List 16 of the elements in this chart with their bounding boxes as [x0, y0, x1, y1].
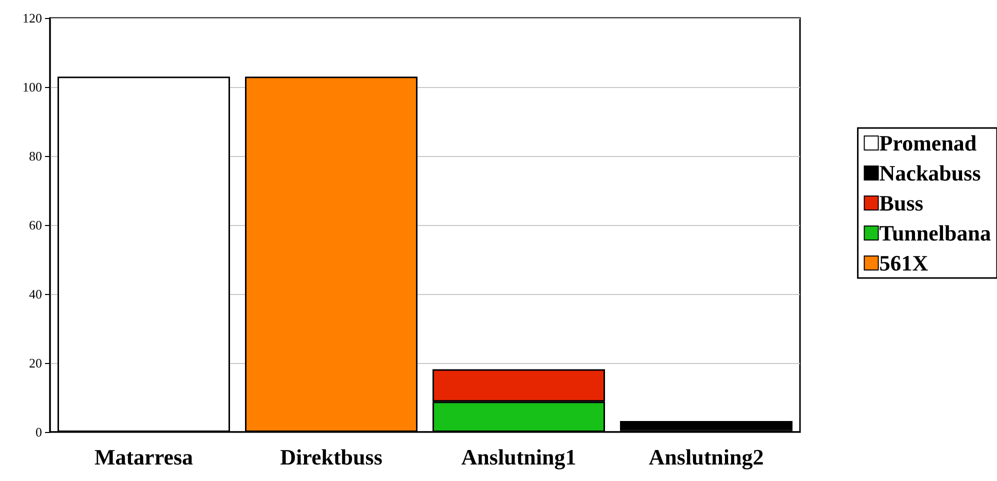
- legend-label: Buss: [879, 190, 924, 216]
- legend-label: Nackabuss: [879, 160, 982, 186]
- x-tick-label: Matarresa: [94, 444, 194, 470]
- y-tick-label: 60: [29, 218, 42, 232]
- legend-label: Tunnelbana: [879, 220, 992, 246]
- y-tick-label: 80: [29, 148, 42, 164]
- x-tick-label: Direktbuss: [280, 444, 383, 470]
- y-tick-label: 20: [29, 356, 42, 370]
- y-tick-label: 120: [22, 10, 42, 26]
- y-tick-label: 40: [29, 286, 42, 302]
- x-tick-label: Anslutning2: [648, 444, 764, 470]
- legend-label: Promenad: [879, 130, 977, 156]
- y-tick-label: 0: [36, 424, 42, 440]
- legend-label: 561X: [879, 250, 928, 276]
- x-tick-label: Anslutning1: [461, 444, 576, 470]
- y-tick-label: 100: [22, 80, 42, 94]
